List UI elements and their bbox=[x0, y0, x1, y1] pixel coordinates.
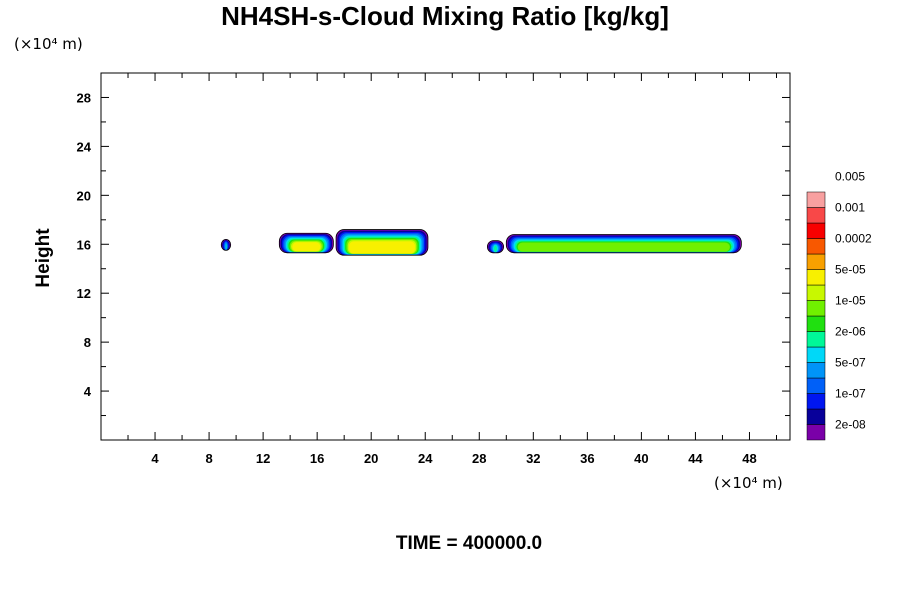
colorbar-label: 5e-07 bbox=[835, 356, 866, 370]
colorbar-label: 0.001 bbox=[835, 201, 865, 215]
x-tick-label: 48 bbox=[742, 451, 756, 466]
colorbar-swatch bbox=[806, 331, 826, 348]
plot-frame bbox=[100, 72, 791, 441]
cloud-region bbox=[335, 229, 429, 256]
colorbar-label: 1e-07 bbox=[835, 387, 866, 401]
y-tick-label: 4 bbox=[84, 384, 92, 399]
x-tick-label: 24 bbox=[418, 451, 433, 466]
colorbar-swatch bbox=[806, 222, 826, 239]
cloud-band bbox=[349, 241, 415, 254]
x-tick-label: 44 bbox=[688, 451, 703, 466]
colorbar-label: 2e-06 bbox=[835, 325, 866, 339]
cloud-outline bbox=[335, 229, 429, 256]
colorbar-swatch bbox=[806, 424, 826, 441]
cloud-band bbox=[292, 242, 321, 252]
x-tick-label: 36 bbox=[580, 451, 594, 466]
colorbar-swatch bbox=[806, 408, 826, 425]
y-tick-label: 16 bbox=[77, 237, 91, 252]
y-tick-label: 28 bbox=[77, 90, 91, 105]
cloud-region bbox=[486, 240, 504, 254]
colorbar: 2e-08 1e-07 5e-07 2e-06 1e-05 5e-05 0.0002 0.00… bbox=[806, 170, 872, 441]
chart-title: NH4SH-s-Cloud Mixing Ratio [kg/kg] bbox=[221, 1, 669, 31]
colorbar-swatch bbox=[806, 300, 826, 317]
x-unit-label: (×10⁴ m) bbox=[714, 474, 783, 492]
cloud-region bbox=[278, 232, 334, 254]
colorbar-label: 0.0002 bbox=[835, 232, 872, 246]
x-tick-label: 8 bbox=[205, 451, 212, 466]
y-tick-label: 24 bbox=[77, 139, 92, 154]
y-unit-label: (×10⁴ m) bbox=[14, 35, 83, 53]
cloud-band bbox=[494, 245, 497, 253]
cloud-band bbox=[225, 243, 227, 250]
colorbar-swatch bbox=[806, 253, 826, 270]
colorbar-swatch bbox=[806, 315, 826, 332]
colorbar-swatch bbox=[806, 269, 826, 286]
y-axis-label: Height bbox=[33, 228, 54, 288]
colorbar-swatch bbox=[806, 346, 826, 363]
cloud-band bbox=[517, 242, 730, 252]
colorbar-swatch bbox=[806, 284, 826, 301]
x-tick-label: 28 bbox=[472, 451, 486, 466]
colorbar-swatch bbox=[806, 377, 826, 394]
y-tick-label: 20 bbox=[77, 188, 91, 203]
cloud-outline bbox=[505, 234, 742, 254]
cloud-outline bbox=[278, 232, 334, 254]
x-tick-label: 16 bbox=[310, 451, 324, 466]
colorbar-label: 0.005 bbox=[835, 170, 865, 184]
cloud-outline bbox=[220, 238, 232, 251]
x-tick-label: 32 bbox=[526, 451, 540, 466]
colorbar-label: 1e-05 bbox=[835, 294, 866, 308]
x-tick-label: 12 bbox=[256, 451, 270, 466]
x-tick-label: 40 bbox=[634, 451, 648, 466]
colorbar-label: 2e-08 bbox=[835, 418, 866, 432]
colorbar-swatch bbox=[806, 238, 826, 255]
cloud-band bbox=[226, 243, 228, 250]
colorbar-swatch bbox=[806, 191, 826, 208]
cloud-region bbox=[505, 234, 742, 254]
cloud-region bbox=[220, 238, 232, 251]
colorbar-swatch bbox=[806, 362, 826, 379]
colorbar-label: 5e-05 bbox=[835, 263, 866, 277]
cloud-outline bbox=[486, 240, 504, 254]
colorbar-swatch bbox=[806, 393, 826, 410]
y-tick-label: 8 bbox=[84, 335, 91, 350]
time-label: TIME = 400000.0 bbox=[396, 533, 542, 554]
colorbar-swatch bbox=[806, 207, 826, 224]
x-tick-label: 20 bbox=[364, 451, 378, 466]
x-tick-label: 4 bbox=[151, 451, 159, 466]
y-tick-label: 12 bbox=[77, 286, 91, 301]
